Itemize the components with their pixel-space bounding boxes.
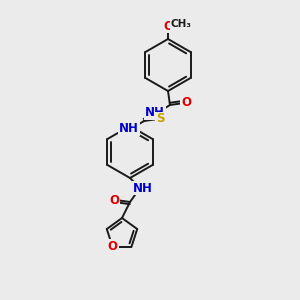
Text: S: S [156,112,164,125]
Text: O: O [108,240,118,254]
Text: O: O [109,194,119,206]
Text: NH: NH [133,182,153,194]
Text: O: O [163,20,173,32]
Text: CH₃: CH₃ [170,19,191,29]
Text: NH: NH [119,122,139,136]
Text: O: O [181,97,191,110]
Text: NH: NH [145,106,165,119]
